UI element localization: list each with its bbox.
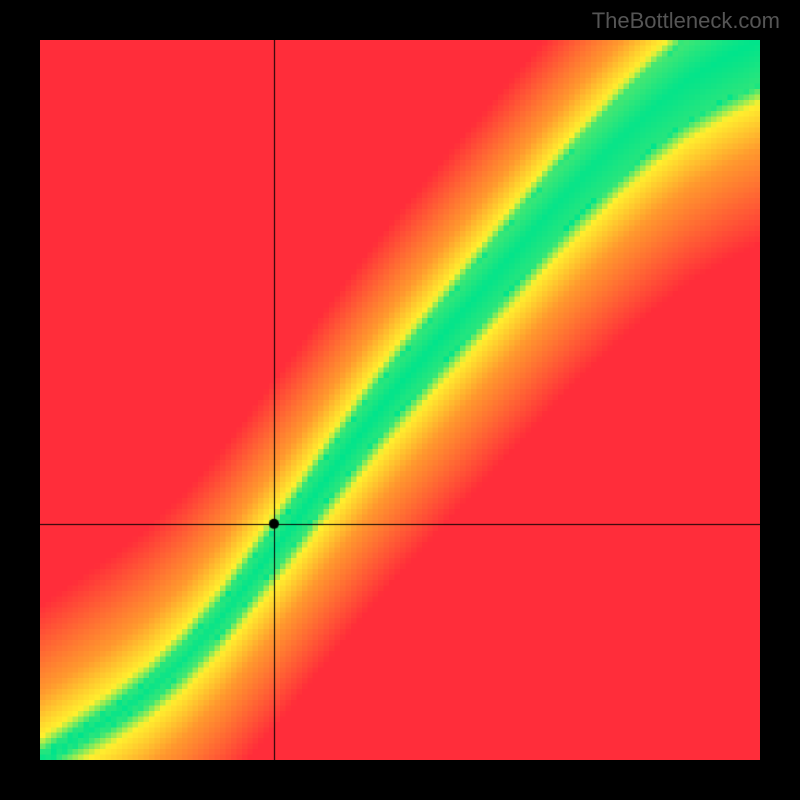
figure-container: TheBottleneck.com [0, 0, 800, 800]
crosshair-overlay [40, 40, 760, 760]
watermark-text: TheBottleneck.com [592, 8, 780, 34]
